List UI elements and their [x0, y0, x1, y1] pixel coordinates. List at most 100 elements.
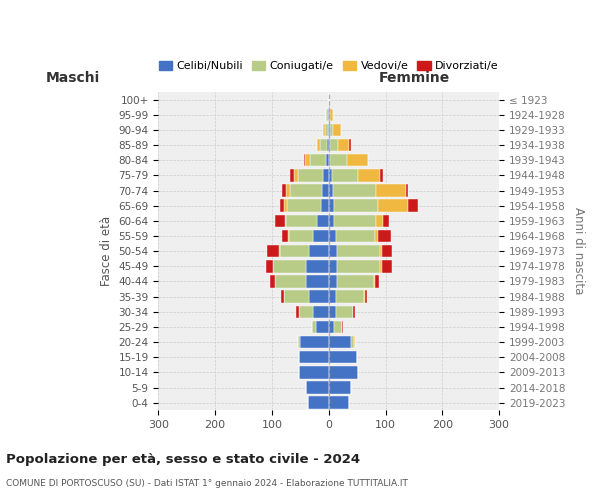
- Bar: [305, 154, 310, 166]
- Bar: [326, 154, 329, 166]
- Bar: [282, 184, 286, 196]
- Bar: [329, 214, 334, 227]
- Bar: [285, 214, 286, 227]
- Bar: [329, 396, 349, 409]
- Bar: [333, 124, 341, 136]
- Bar: [329, 382, 352, 394]
- Bar: [329, 108, 330, 121]
- Bar: [329, 336, 352, 348]
- Bar: [309, 290, 329, 303]
- Bar: [317, 139, 320, 151]
- Bar: [281, 290, 284, 303]
- Text: Popolazione per età, sesso e stato civile - 2024: Popolazione per età, sesso e stato civil…: [6, 452, 360, 466]
- Bar: [290, 184, 322, 196]
- Bar: [289, 230, 313, 242]
- Bar: [270, 275, 275, 287]
- Bar: [313, 306, 329, 318]
- Bar: [282, 230, 288, 242]
- Bar: [380, 260, 382, 272]
- Bar: [323, 124, 325, 136]
- Bar: [320, 139, 327, 151]
- Bar: [329, 154, 331, 166]
- Bar: [313, 230, 329, 242]
- Bar: [337, 275, 374, 287]
- Y-axis label: Anni di nascita: Anni di nascita: [572, 208, 585, 295]
- Bar: [329, 366, 358, 378]
- Bar: [280, 200, 284, 212]
- Bar: [408, 200, 418, 212]
- Text: Maschi: Maschi: [46, 71, 100, 85]
- Bar: [377, 200, 408, 212]
- Bar: [330, 108, 333, 121]
- Bar: [329, 260, 337, 272]
- Bar: [329, 320, 334, 333]
- Bar: [329, 169, 332, 181]
- Bar: [329, 275, 337, 287]
- Bar: [328, 124, 329, 136]
- Bar: [331, 139, 338, 151]
- Bar: [382, 245, 392, 258]
- Bar: [337, 245, 380, 258]
- Bar: [308, 396, 329, 409]
- Bar: [326, 108, 328, 121]
- Bar: [377, 230, 391, 242]
- Bar: [299, 351, 329, 364]
- Bar: [286, 184, 290, 196]
- Bar: [376, 214, 383, 227]
- Bar: [329, 351, 357, 364]
- Bar: [347, 154, 368, 166]
- Bar: [287, 200, 321, 212]
- Bar: [329, 139, 331, 151]
- Bar: [299, 306, 313, 318]
- Bar: [349, 139, 352, 151]
- Bar: [354, 336, 355, 348]
- Text: Femmine: Femmine: [378, 71, 449, 85]
- Bar: [375, 275, 379, 287]
- Bar: [380, 245, 382, 258]
- Bar: [333, 184, 376, 196]
- Bar: [334, 200, 377, 212]
- Bar: [335, 230, 375, 242]
- Bar: [329, 230, 335, 242]
- Bar: [382, 260, 392, 272]
- Bar: [375, 230, 377, 242]
- Bar: [334, 320, 343, 333]
- Bar: [296, 306, 299, 318]
- Bar: [309, 245, 329, 258]
- Bar: [406, 184, 408, 196]
- Bar: [330, 124, 333, 136]
- Bar: [323, 169, 329, 181]
- Bar: [316, 320, 329, 333]
- Bar: [284, 290, 309, 303]
- Bar: [358, 169, 380, 181]
- Bar: [311, 320, 316, 333]
- Bar: [365, 290, 367, 303]
- Bar: [306, 382, 329, 394]
- Bar: [338, 139, 349, 151]
- Bar: [306, 260, 329, 272]
- Bar: [266, 260, 273, 272]
- Bar: [329, 245, 337, 258]
- Bar: [301, 336, 329, 348]
- Bar: [331, 154, 347, 166]
- Bar: [328, 108, 329, 121]
- Bar: [299, 366, 329, 378]
- Bar: [329, 184, 333, 196]
- Bar: [298, 336, 301, 348]
- Bar: [310, 154, 326, 166]
- Bar: [329, 290, 335, 303]
- Bar: [332, 169, 358, 181]
- Bar: [325, 124, 328, 136]
- Bar: [284, 200, 287, 212]
- Bar: [352, 336, 354, 348]
- Bar: [353, 306, 355, 318]
- Bar: [335, 306, 353, 318]
- Bar: [383, 214, 389, 227]
- Bar: [286, 214, 317, 227]
- Bar: [329, 200, 334, 212]
- Bar: [329, 124, 330, 136]
- Bar: [267, 245, 280, 258]
- Bar: [288, 230, 289, 242]
- Bar: [306, 275, 329, 287]
- Bar: [304, 154, 305, 166]
